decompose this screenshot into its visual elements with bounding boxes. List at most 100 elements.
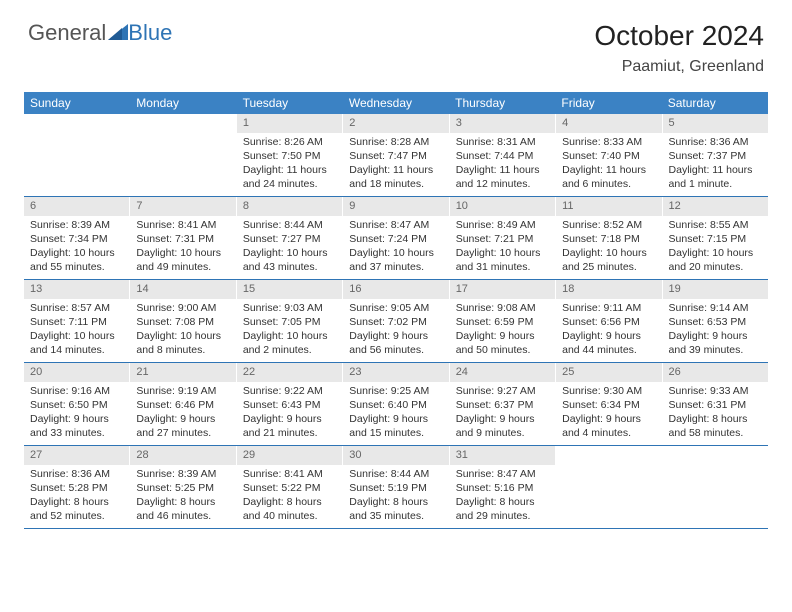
daylight-text: Daylight: 9 hours and 39 minutes. xyxy=(669,329,762,357)
daylight-text: Daylight: 9 hours and 50 minutes. xyxy=(456,329,549,357)
sunset-text: Sunset: 6:43 PM xyxy=(243,398,336,412)
sunrise-text: Sunrise: 8:39 AM xyxy=(136,467,229,481)
day-body: Sunrise: 8:39 AMSunset: 7:34 PMDaylight:… xyxy=(24,216,129,279)
week-row: 27Sunrise: 8:36 AMSunset: 5:28 PMDayligh… xyxy=(24,446,768,529)
day-cell: 17Sunrise: 9:08 AMSunset: 6:59 PMDayligh… xyxy=(450,280,556,362)
day-number: 18 xyxy=(556,280,661,299)
day-cell: 7Sunrise: 8:41 AMSunset: 7:31 PMDaylight… xyxy=(130,197,236,279)
sunset-text: Sunset: 7:47 PM xyxy=(349,149,442,163)
sunset-text: Sunset: 7:24 PM xyxy=(349,232,442,246)
daylight-text: Daylight: 9 hours and 15 minutes. xyxy=(349,412,442,440)
sunrise-text: Sunrise: 9:11 AM xyxy=(562,301,655,315)
day-number: 5 xyxy=(663,114,768,133)
header: General Blue October 2024 Paamiut, Green… xyxy=(0,0,792,84)
day-body: Sunrise: 9:08 AMSunset: 6:59 PMDaylight:… xyxy=(450,299,555,362)
day-number: 26 xyxy=(663,363,768,382)
daylight-text: Daylight: 8 hours and 46 minutes. xyxy=(136,495,229,523)
day-body: Sunrise: 8:36 AMSunset: 7:37 PMDaylight:… xyxy=(663,133,768,196)
day-number: 16 xyxy=(343,280,448,299)
day-number: 9 xyxy=(343,197,448,216)
sunset-text: Sunset: 7:44 PM xyxy=(456,149,549,163)
day-body: Sunrise: 8:49 AMSunset: 7:21 PMDaylight:… xyxy=(450,216,555,279)
day-cell: 11Sunrise: 8:52 AMSunset: 7:18 PMDayligh… xyxy=(556,197,662,279)
day-cell: 12Sunrise: 8:55 AMSunset: 7:15 PMDayligh… xyxy=(663,197,768,279)
sunset-text: Sunset: 6:46 PM xyxy=(136,398,229,412)
day-number: 7 xyxy=(130,197,235,216)
logo-triangle-icon xyxy=(108,20,128,46)
sunset-text: Sunset: 7:40 PM xyxy=(562,149,655,163)
daylight-text: Daylight: 10 hours and 49 minutes. xyxy=(136,246,229,274)
day-body xyxy=(663,450,768,456)
day-body: Sunrise: 8:57 AMSunset: 7:11 PMDaylight:… xyxy=(24,299,129,362)
sunset-text: Sunset: 6:37 PM xyxy=(456,398,549,412)
day-number: 21 xyxy=(130,363,235,382)
day-body xyxy=(556,450,661,456)
day-body: Sunrise: 8:44 AMSunset: 5:19 PMDaylight:… xyxy=(343,465,448,528)
day-cell: 27Sunrise: 8:36 AMSunset: 5:28 PMDayligh… xyxy=(24,446,130,528)
sunset-text: Sunset: 7:37 PM xyxy=(669,149,762,163)
day-header: Saturday xyxy=(662,92,768,114)
sunrise-text: Sunrise: 8:52 AM xyxy=(562,218,655,232)
day-header: Thursday xyxy=(449,92,555,114)
day-number: 14 xyxy=(130,280,235,299)
sunrise-text: Sunrise: 8:44 AM xyxy=(349,467,442,481)
day-cell: 16Sunrise: 9:05 AMSunset: 7:02 PMDayligh… xyxy=(343,280,449,362)
day-number: 19 xyxy=(663,280,768,299)
sunset-text: Sunset: 5:25 PM xyxy=(136,481,229,495)
day-cell: 26Sunrise: 9:33 AMSunset: 6:31 PMDayligh… xyxy=(663,363,768,445)
day-body: Sunrise: 8:41 AMSunset: 5:22 PMDaylight:… xyxy=(237,465,342,528)
day-body: Sunrise: 8:39 AMSunset: 5:25 PMDaylight:… xyxy=(130,465,235,528)
sunset-text: Sunset: 6:56 PM xyxy=(562,315,655,329)
sunset-text: Sunset: 7:15 PM xyxy=(669,232,762,246)
day-header: Sunday xyxy=(24,92,130,114)
sunrise-text: Sunrise: 8:39 AM xyxy=(30,218,123,232)
week-row: 20Sunrise: 9:16 AMSunset: 6:50 PMDayligh… xyxy=(24,363,768,446)
day-body: Sunrise: 8:47 AMSunset: 7:24 PMDaylight:… xyxy=(343,216,448,279)
daylight-text: Daylight: 11 hours and 24 minutes. xyxy=(243,163,336,191)
day-body: Sunrise: 9:27 AMSunset: 6:37 PMDaylight:… xyxy=(450,382,555,445)
day-body: Sunrise: 8:36 AMSunset: 5:28 PMDaylight:… xyxy=(24,465,129,528)
sunset-text: Sunset: 5:19 PM xyxy=(349,481,442,495)
sunrise-text: Sunrise: 8:57 AM xyxy=(30,301,123,315)
daylight-text: Daylight: 9 hours and 44 minutes. xyxy=(562,329,655,357)
sunset-text: Sunset: 7:50 PM xyxy=(243,149,336,163)
sunset-text: Sunset: 7:27 PM xyxy=(243,232,336,246)
day-body: Sunrise: 8:55 AMSunset: 7:15 PMDaylight:… xyxy=(663,216,768,279)
daylight-text: Daylight: 8 hours and 35 minutes. xyxy=(349,495,442,523)
day-cell: 20Sunrise: 9:16 AMSunset: 6:50 PMDayligh… xyxy=(24,363,130,445)
day-number: 31 xyxy=(450,446,555,465)
day-cell: 23Sunrise: 9:25 AMSunset: 6:40 PMDayligh… xyxy=(343,363,449,445)
daylight-text: Daylight: 10 hours and 37 minutes. xyxy=(349,246,442,274)
location-label: Paamiut, Greenland xyxy=(594,58,764,76)
daylight-text: Daylight: 10 hours and 43 minutes. xyxy=(243,246,336,274)
day-body: Sunrise: 9:14 AMSunset: 6:53 PMDaylight:… xyxy=(663,299,768,362)
daylight-text: Daylight: 11 hours and 6 minutes. xyxy=(562,163,655,191)
title-block: October 2024 Paamiut, Greenland xyxy=(594,20,764,76)
day-body: Sunrise: 9:33 AMSunset: 6:31 PMDaylight:… xyxy=(663,382,768,445)
day-header: Monday xyxy=(130,92,236,114)
sunrise-text: Sunrise: 8:28 AM xyxy=(349,135,442,149)
sunrise-text: Sunrise: 9:14 AM xyxy=(669,301,762,315)
day-number: 24 xyxy=(450,363,555,382)
day-body: Sunrise: 9:19 AMSunset: 6:46 PMDaylight:… xyxy=(130,382,235,445)
day-number: 1 xyxy=(237,114,342,133)
day-header: Tuesday xyxy=(237,92,343,114)
sunrise-text: Sunrise: 9:25 AM xyxy=(349,384,442,398)
day-number: 3 xyxy=(450,114,555,133)
day-number: 12 xyxy=(663,197,768,216)
weeks-container: 1Sunrise: 8:26 AMSunset: 7:50 PMDaylight… xyxy=(24,114,768,529)
day-cell xyxy=(24,114,130,196)
day-body: Sunrise: 9:22 AMSunset: 6:43 PMDaylight:… xyxy=(237,382,342,445)
sunrise-text: Sunrise: 9:16 AM xyxy=(30,384,123,398)
day-body: Sunrise: 8:41 AMSunset: 7:31 PMDaylight:… xyxy=(130,216,235,279)
day-cell: 4Sunrise: 8:33 AMSunset: 7:40 PMDaylight… xyxy=(556,114,662,196)
day-cell xyxy=(663,446,768,528)
day-headers-row: Sunday Monday Tuesday Wednesday Thursday… xyxy=(24,92,768,114)
day-cell: 6Sunrise: 8:39 AMSunset: 7:34 PMDaylight… xyxy=(24,197,130,279)
sunrise-text: Sunrise: 9:05 AM xyxy=(349,301,442,315)
sunset-text: Sunset: 5:22 PM xyxy=(243,481,336,495)
day-body: Sunrise: 9:11 AMSunset: 6:56 PMDaylight:… xyxy=(556,299,661,362)
day-number: 6 xyxy=(24,197,129,216)
daylight-text: Daylight: 10 hours and 25 minutes. xyxy=(562,246,655,274)
sunset-text: Sunset: 7:05 PM xyxy=(243,315,336,329)
